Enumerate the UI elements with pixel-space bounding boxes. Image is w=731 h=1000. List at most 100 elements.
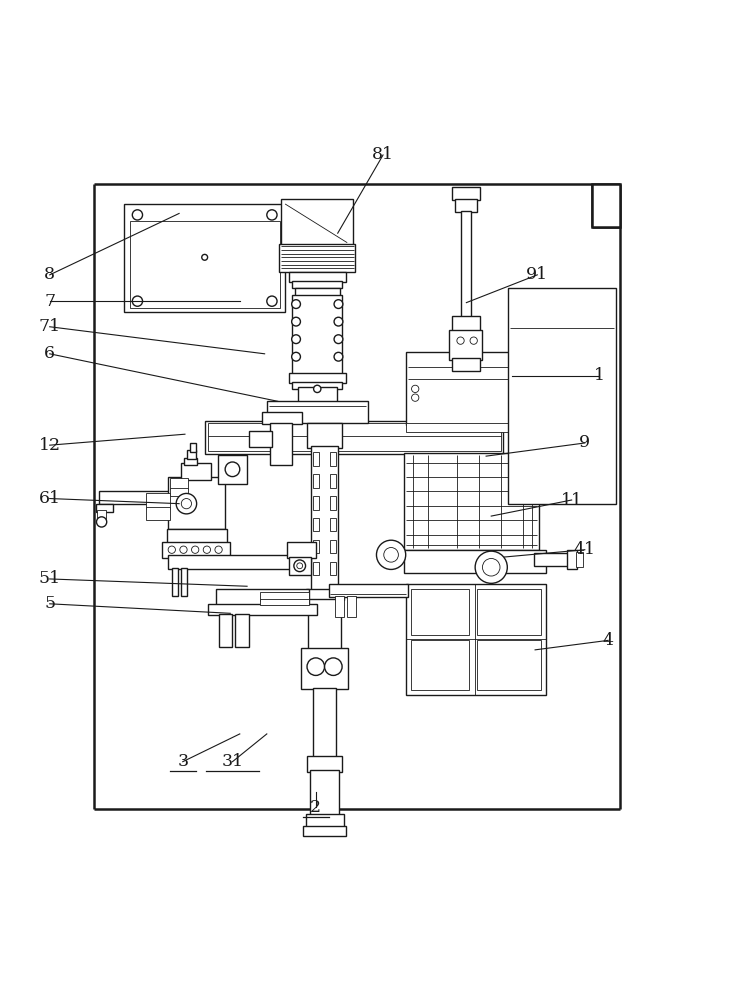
Bar bbox=[330, 562, 336, 575]
Circle shape bbox=[325, 658, 342, 675]
Circle shape bbox=[168, 546, 175, 553]
Bar bbox=[124, 204, 285, 312]
Text: 91: 91 bbox=[526, 266, 548, 283]
Bar bbox=[99, 491, 207, 504]
Circle shape bbox=[297, 563, 303, 569]
Bar bbox=[292, 281, 342, 288]
Circle shape bbox=[334, 335, 343, 344]
Circle shape bbox=[181, 499, 192, 509]
Bar bbox=[168, 477, 225, 529]
Bar bbox=[181, 568, 187, 596]
Text: 1: 1 bbox=[594, 367, 605, 384]
Circle shape bbox=[192, 546, 199, 553]
Bar bbox=[289, 272, 346, 282]
Bar bbox=[311, 446, 338, 591]
Circle shape bbox=[292, 352, 300, 361]
Bar bbox=[330, 518, 336, 531]
Circle shape bbox=[180, 546, 187, 553]
Circle shape bbox=[176, 493, 197, 514]
Bar bbox=[208, 604, 317, 615]
Text: 11: 11 bbox=[561, 492, 583, 509]
Text: 12: 12 bbox=[39, 437, 61, 454]
Bar bbox=[313, 688, 336, 757]
Bar bbox=[508, 288, 616, 504]
Circle shape bbox=[292, 335, 300, 344]
Bar bbox=[308, 599, 341, 650]
Circle shape bbox=[334, 352, 343, 361]
Bar bbox=[592, 184, 620, 227]
Circle shape bbox=[132, 296, 143, 306]
Bar bbox=[404, 453, 539, 550]
Bar bbox=[455, 199, 477, 212]
Bar bbox=[307, 756, 342, 772]
Bar bbox=[576, 552, 583, 567]
Circle shape bbox=[412, 394, 419, 401]
Text: 71: 71 bbox=[39, 318, 61, 335]
Bar bbox=[330, 474, 336, 488]
Bar bbox=[181, 463, 211, 480]
Bar bbox=[281, 199, 353, 246]
Bar bbox=[146, 507, 170, 520]
Bar bbox=[313, 474, 319, 488]
Text: 3: 3 bbox=[177, 753, 189, 770]
Bar bbox=[292, 295, 342, 374]
Bar bbox=[289, 557, 311, 575]
Bar bbox=[208, 423, 501, 451]
Text: 8: 8 bbox=[44, 266, 56, 283]
Bar bbox=[249, 431, 272, 447]
Bar bbox=[313, 518, 319, 531]
Bar bbox=[313, 452, 319, 466]
Bar bbox=[307, 423, 342, 448]
Circle shape bbox=[334, 300, 343, 308]
Bar bbox=[313, 562, 319, 575]
Bar bbox=[295, 408, 340, 423]
Circle shape bbox=[482, 558, 500, 576]
Circle shape bbox=[457, 337, 464, 344]
Bar bbox=[289, 373, 346, 383]
Text: 7: 7 bbox=[44, 293, 56, 310]
Bar bbox=[216, 589, 309, 605]
Bar bbox=[260, 599, 309, 605]
Bar bbox=[330, 452, 336, 466]
Circle shape bbox=[132, 210, 143, 220]
Bar bbox=[287, 542, 316, 558]
Bar bbox=[267, 401, 368, 423]
Bar bbox=[347, 596, 356, 617]
Bar bbox=[313, 496, 319, 510]
Circle shape bbox=[292, 317, 300, 326]
Bar bbox=[330, 540, 336, 553]
Bar bbox=[97, 510, 106, 522]
Bar bbox=[219, 614, 232, 647]
Bar bbox=[335, 596, 344, 617]
Bar bbox=[310, 770, 339, 816]
Bar bbox=[279, 244, 355, 272]
Text: 81: 81 bbox=[372, 146, 394, 163]
Text: 51: 51 bbox=[39, 570, 61, 587]
Bar bbox=[292, 382, 342, 389]
Bar bbox=[411, 640, 469, 690]
Bar bbox=[205, 421, 503, 454]
Circle shape bbox=[314, 385, 321, 393]
Circle shape bbox=[294, 560, 306, 572]
Bar bbox=[404, 550, 546, 573]
Bar bbox=[452, 358, 480, 371]
Circle shape bbox=[376, 540, 406, 569]
Circle shape bbox=[307, 658, 325, 675]
Bar bbox=[452, 187, 480, 200]
Bar bbox=[452, 316, 480, 332]
Bar bbox=[167, 529, 227, 544]
Circle shape bbox=[267, 296, 277, 306]
Bar bbox=[130, 221, 280, 308]
Bar bbox=[313, 540, 319, 553]
Bar bbox=[187, 450, 196, 459]
Bar bbox=[172, 568, 178, 596]
Circle shape bbox=[412, 385, 419, 393]
Circle shape bbox=[292, 300, 300, 308]
Bar bbox=[406, 423, 534, 432]
Bar bbox=[301, 648, 348, 689]
Circle shape bbox=[225, 462, 240, 477]
Bar bbox=[260, 592, 309, 601]
Bar bbox=[218, 455, 247, 484]
Bar bbox=[477, 640, 541, 690]
Bar bbox=[170, 478, 188, 489]
